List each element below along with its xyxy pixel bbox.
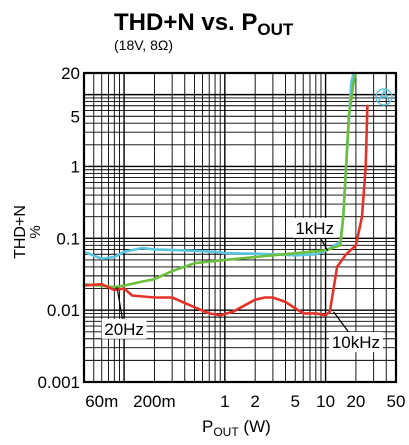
annotation-bg bbox=[292, 217, 338, 238]
chart-title-subscript: OUT bbox=[257, 20, 294, 39]
x-tick-label: 2 bbox=[250, 392, 259, 411]
annotations: 1kHz 20Hz 10kHz bbox=[101, 217, 383, 353]
x-tick-label: 60m bbox=[85, 392, 118, 411]
chart-subtitle: (18V, 8Ω) bbox=[114, 37, 173, 53]
annotation-label: 10kHz bbox=[332, 333, 380, 352]
plot-frame bbox=[82, 71, 398, 384]
series-line-20hz bbox=[82, 71, 358, 289]
x-tick-label: 50 bbox=[387, 392, 406, 411]
series-line-10khz bbox=[82, 104, 369, 317]
brand-logo bbox=[375, 88, 393, 106]
x-tick-label: 5 bbox=[291, 392, 300, 411]
x-tick-label: 200m bbox=[133, 392, 176, 411]
x-axis-label: POUT (W) bbox=[202, 417, 271, 439]
y-tick-label: 0.1 bbox=[56, 229, 80, 248]
annotation-label: 1kHz bbox=[295, 219, 334, 238]
x-tick-label: 1 bbox=[220, 392, 229, 411]
y-tick-label: 0.001 bbox=[37, 373, 80, 392]
y-tick-label: 5 bbox=[71, 107, 80, 126]
x-axis-label-main: P bbox=[202, 417, 213, 436]
data-series bbox=[82, 71, 369, 317]
chart-title: THD+N vs. POUT bbox=[114, 9, 294, 39]
x-tick-label: 20 bbox=[346, 392, 365, 411]
annotation-label: 20Hz bbox=[104, 320, 144, 339]
y-tick-label: 0.01 bbox=[47, 301, 80, 320]
plot-border bbox=[82, 71, 398, 384]
y-axis-label-main: THD+N bbox=[12, 205, 29, 259]
annotation-bg bbox=[101, 318, 147, 339]
logo-ring-icon bbox=[375, 88, 393, 106]
x-axis-label-unit: (W) bbox=[239, 417, 271, 436]
y-axis-label: THD+N % bbox=[12, 205, 44, 259]
chart-title-main: THD+N vs. P bbox=[114, 9, 257, 36]
x-tick-label: 10 bbox=[316, 392, 335, 411]
y-axis-label-unit: % bbox=[27, 225, 44, 238]
y-tick-label: 20 bbox=[61, 64, 80, 83]
logo-mark-icon bbox=[378, 89, 390, 102]
annotation-bg bbox=[328, 332, 383, 353]
grid bbox=[84, 73, 396, 382]
x-axis-label-subscript: OUT bbox=[213, 425, 239, 439]
y-tick-label: 1 bbox=[71, 157, 80, 176]
tick-labels: 60m 200m 1 2 5 10 20 50 0.001 0.01 0.1 1 5 20 bbox=[37, 64, 405, 411]
